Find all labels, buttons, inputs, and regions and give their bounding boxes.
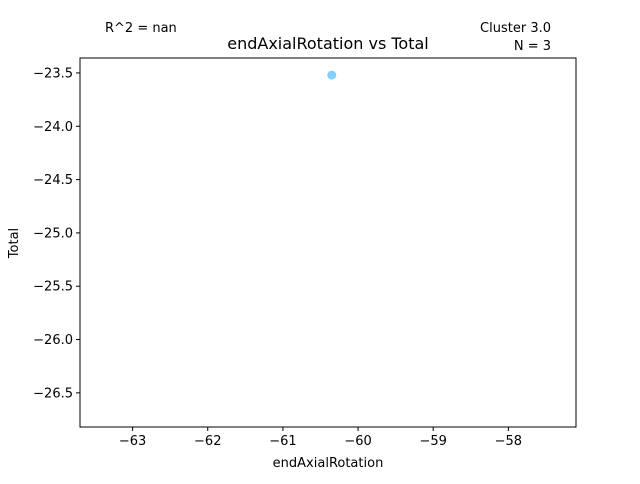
x-tick-label: −60 <box>344 434 371 449</box>
y-tick-label: −25.0 <box>33 226 73 241</box>
x-tick-label: −62 <box>194 434 221 449</box>
x-tick-label: −59 <box>419 434 446 449</box>
data-points <box>327 70 337 80</box>
x-tick-label: −63 <box>119 434 146 449</box>
n-annotation: N = 3 <box>514 39 551 54</box>
y-tick-label: −24.5 <box>33 173 73 188</box>
plot-frame <box>79 57 577 428</box>
y-tick-label: −25.5 <box>33 280 73 295</box>
x-tick-label: −61 <box>269 434 296 449</box>
x-tick-label: −58 <box>495 434 522 449</box>
y-tick-label: −26.0 <box>33 333 73 348</box>
y-tick-label: −24.0 <box>33 120 73 135</box>
y-tick-label: −23.5 <box>33 66 73 81</box>
y-tick-label: −26.5 <box>33 386 73 401</box>
chart-title: endAxialRotation vs Total <box>227 34 429 53</box>
x-axis-ticks: −63 −62 −61 −60 −59 −58 <box>119 427 522 449</box>
x-axis-label: endAxialRotation <box>273 456 384 471</box>
y-axis-label: Total <box>7 228 22 259</box>
r-squared-annotation: R^2 = nan <box>105 21 177 36</box>
cluster-annotation: Cluster 3.0 <box>480 21 551 36</box>
y-axis-ticks: −23.5 −24.0 −24.5 −25.0 −25.5 −26.0 −26.5 <box>33 66 80 401</box>
data-point <box>327 70 337 80</box>
